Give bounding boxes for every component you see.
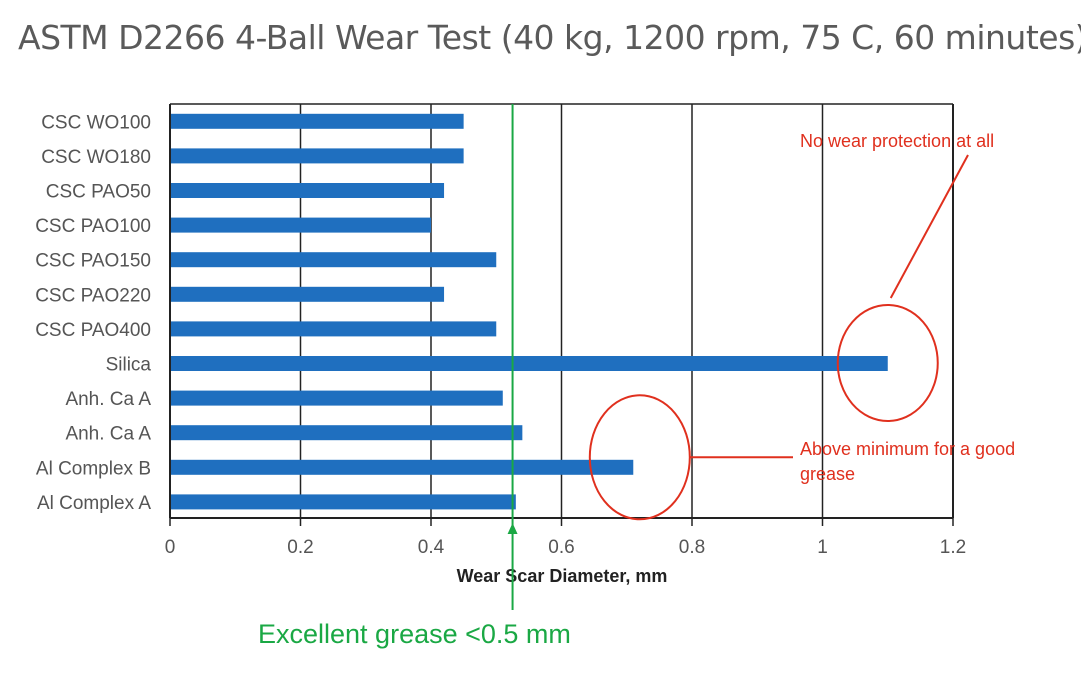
bar [170, 286, 445, 302]
bar [170, 252, 497, 268]
bar [170, 183, 445, 198]
bar [170, 148, 464, 164]
annotation-text: grease [800, 464, 855, 484]
category-labels: CSC WO100 CSC WO180 CSC PAO50 CSC PAO100 CSC… [35, 112, 151, 514]
category-label: Silica [106, 355, 152, 376]
reference-arrowhead [507, 523, 518, 534]
bar [170, 390, 503, 406]
x-tick-label: 0.2 [287, 537, 313, 558]
x-tick-label: 0 [165, 537, 176, 558]
x-tick-label: 0.6 [548, 537, 574, 558]
category-label: Al Complex B [36, 458, 151, 479]
callout-leader-line [889, 154, 969, 299]
category-label: Al Complex A [37, 493, 151, 514]
axes [169, 103, 954, 526]
bar [170, 113, 464, 129]
category-label: Anh. Ca A [65, 424, 151, 445]
bar [170, 217, 431, 233]
category-label: CSC PAO400 [35, 320, 151, 341]
chart-title: ASTM D2266 4-Ball Wear Test (40 kg, 1200… [18, 18, 1081, 57]
x-tick-label: 0.4 [418, 537, 445, 558]
bar [170, 356, 888, 371]
callout-circle [588, 394, 691, 521]
category-label: CSC PAO100 [35, 216, 151, 237]
callout-circle [836, 304, 939, 422]
bars [170, 113, 888, 510]
category-label: CSC WO100 [41, 112, 151, 133]
category-label: CSC PAO220 [35, 285, 151, 306]
bar [170, 425, 523, 441]
x-axis-label: Wear Scar Diameter, mm [457, 566, 668, 586]
category-label: CSC WO180 [41, 147, 151, 168]
x-tick-label: 1.2 [940, 537, 966, 558]
tick-labels: 0 0.2 0.4 0.6 0.8 1 1.2 [165, 537, 967, 558]
category-label: Anh. Ca A [65, 389, 151, 410]
annotation-text: No wear protection at all [800, 131, 994, 151]
reference-label: Excellent grease <0.5 mm [258, 619, 571, 649]
bar [170, 459, 634, 475]
x-tick-label: 1 [817, 537, 828, 558]
bar [170, 321, 497, 337]
category-label: CSC PAO50 [46, 182, 151, 203]
bar [170, 494, 516, 510]
reference-line: Excellent grease <0.5 mm [258, 104, 571, 649]
x-tick-label: 0.8 [679, 537, 705, 558]
annotations: No wear protection at all Above minimum f… [588, 131, 1015, 521]
annotation-text: Above minimum for a good [800, 439, 1015, 459]
category-label: CSC PAO150 [35, 251, 151, 272]
